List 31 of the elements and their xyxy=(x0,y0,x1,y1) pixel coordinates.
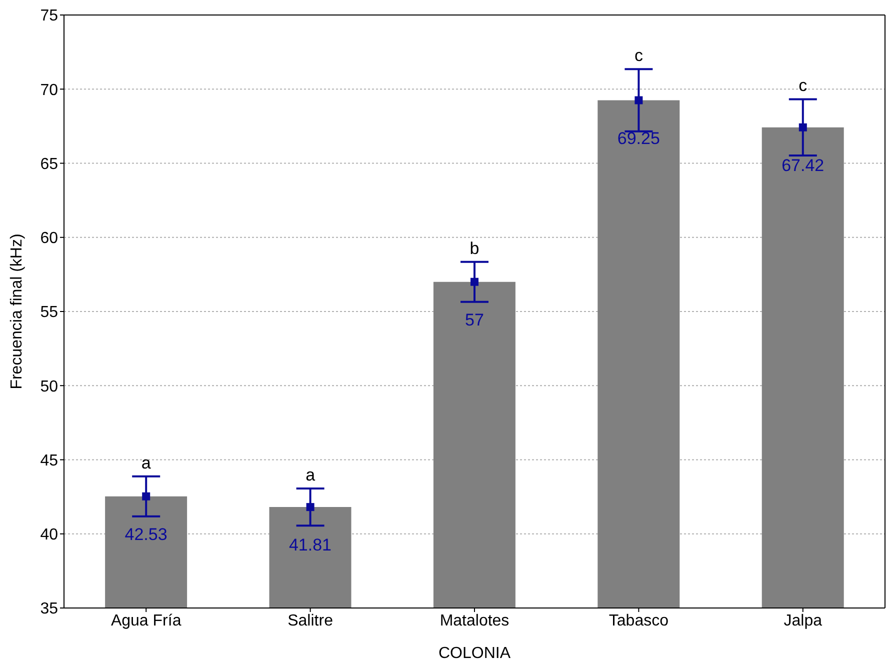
data-label: 69.25 xyxy=(617,128,660,148)
x-tick-label: Tabasco xyxy=(608,612,669,630)
x-axis-title: COLONIA xyxy=(438,645,511,662)
data-label: 67.42 xyxy=(782,156,824,175)
y-tick-label: 60 xyxy=(40,230,58,248)
point xyxy=(798,123,807,132)
point xyxy=(634,96,643,104)
x-tick-label: Matalotes xyxy=(440,612,510,630)
y-tick-label: 70 xyxy=(40,82,58,99)
y-tick-label: 40 xyxy=(40,526,58,544)
point xyxy=(142,492,150,500)
annotation: a xyxy=(306,466,316,485)
y-tick-label: 50 xyxy=(40,378,58,396)
data-label: 41.81 xyxy=(288,536,332,555)
y-axis-title: Frecuencia final (kHz) xyxy=(8,234,26,390)
x-tick-label: Jalpa xyxy=(784,612,822,630)
annotation: b xyxy=(470,238,480,258)
annotation: a xyxy=(141,453,152,472)
annotation: c xyxy=(634,46,644,66)
y-tick-label: 45 xyxy=(40,452,58,470)
y-tick-label: 35 xyxy=(40,600,58,618)
y-tick-label: 65 xyxy=(40,156,58,173)
x-tick-label: Agua Fría xyxy=(110,612,182,630)
data-label: 42.53 xyxy=(124,524,168,544)
x-tick-label: Salitre xyxy=(288,612,334,630)
data-label: 57 xyxy=(464,310,484,330)
point xyxy=(470,278,478,286)
y-tick-label: 55 xyxy=(40,304,58,322)
y-tick-label: 75 xyxy=(40,8,58,25)
annotation: c xyxy=(798,76,808,96)
point xyxy=(306,503,314,512)
